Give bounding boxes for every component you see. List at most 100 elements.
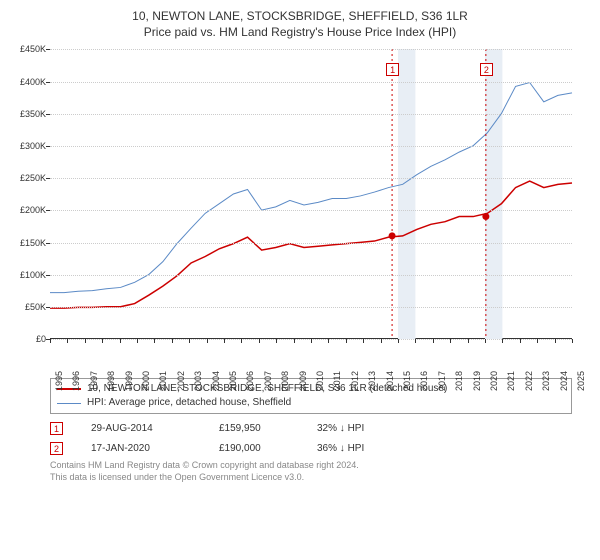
xtick <box>415 339 416 343</box>
x-axis-label: 1998 <box>106 371 110 391</box>
gridline-h <box>50 114 572 115</box>
ytick <box>46 49 50 50</box>
xtick <box>172 339 173 343</box>
xtick <box>241 339 242 343</box>
x-axis-label: 2012 <box>350 371 354 391</box>
legend-swatch <box>57 403 81 404</box>
gridline-h <box>50 307 572 308</box>
title-line-1: 10, NEWTON LANE, STOCKSBRIDGE, SHEFFIELD… <box>12 8 588 24</box>
xtick <box>502 339 503 343</box>
y-axis-label: £200K <box>12 205 46 215</box>
ytick <box>46 275 50 276</box>
root: 10, NEWTON LANE, STOCKSBRIDGE, SHEFFIELD… <box>0 0 600 560</box>
y-axis-label: £350K <box>12 109 46 119</box>
xtick <box>294 339 295 343</box>
event-date: 29-AUG-2014 <box>91 423 191 434</box>
xtick <box>137 339 138 343</box>
x-axis-label: 2010 <box>315 371 319 391</box>
footer-line-1: Contains HM Land Registry data © Crown c… <box>50 460 588 472</box>
legend-label: HPI: Average price, detached house, Shef… <box>87 396 291 410</box>
ytick <box>46 114 50 115</box>
y-axis-label: £250K <box>12 173 46 183</box>
x-axis-label: 2006 <box>245 371 249 391</box>
xtick <box>207 339 208 343</box>
ytick <box>46 82 50 83</box>
xtick <box>259 339 260 343</box>
ytick <box>46 243 50 244</box>
xtick <box>85 339 86 343</box>
gridline-h <box>50 210 572 211</box>
xtick <box>67 339 68 343</box>
gridline-h <box>50 49 572 50</box>
x-axis-label: 2003 <box>193 371 197 391</box>
y-axis-label: £400K <box>12 77 46 87</box>
y-axis-label: £0 <box>12 334 46 344</box>
xtick <box>346 339 347 343</box>
x-axis-label: 1999 <box>124 371 128 391</box>
xtick <box>450 339 451 343</box>
xtick <box>363 339 364 343</box>
gridline-h <box>50 146 572 147</box>
footer: Contains HM Land Registry data © Crown c… <box>50 460 588 483</box>
x-axis-label: 1995 <box>54 371 58 391</box>
ytick <box>46 210 50 211</box>
x-axis-label: 1997 <box>89 371 93 391</box>
plot <box>50 49 572 339</box>
xtick <box>154 339 155 343</box>
x-axis-label: 2009 <box>298 371 302 391</box>
xtick <box>381 339 382 343</box>
event-number: 2 <box>50 442 63 455</box>
x-axis-label: 2000 <box>141 371 145 391</box>
data-point-marker <box>389 233 396 240</box>
ytick <box>46 178 50 179</box>
x-axis-label: 2015 <box>402 371 406 391</box>
x-axis-label: 2024 <box>559 371 563 391</box>
ytick <box>46 307 50 308</box>
plot-svg <box>50 49 572 339</box>
x-axis-label: 2018 <box>454 371 458 391</box>
x-axis-label: 2019 <box>472 371 476 391</box>
events-table: 129-AUG-2014£159,95032% ↓ HPI217-JAN-202… <box>50 420 572 456</box>
x-axis-label: 2013 <box>367 371 371 391</box>
x-axis-label: 2016 <box>419 371 423 391</box>
event-delta: 32% ↓ HPI <box>317 423 407 434</box>
x-axis-label: 2005 <box>228 371 232 391</box>
event-price: £190,000 <box>219 443 289 454</box>
shade-band <box>485 49 502 339</box>
xtick <box>328 339 329 343</box>
y-axis-label: £50K <box>12 302 46 312</box>
y-axis-label: £150K <box>12 238 46 248</box>
xtick <box>520 339 521 343</box>
event-marker-box: 1 <box>386 63 399 76</box>
x-axis-label: 2001 <box>158 371 162 391</box>
x-axis-label: 1996 <box>71 371 75 391</box>
xtick <box>50 339 51 343</box>
ytick <box>46 146 50 147</box>
y-axis-label: £100K <box>12 270 46 280</box>
x-axis-label: 2008 <box>280 371 284 391</box>
event-date: 17-JAN-2020 <box>91 443 191 454</box>
event-marker-box: 2 <box>480 63 493 76</box>
x-axis-label: 2004 <box>211 371 215 391</box>
xtick <box>537 339 538 343</box>
chart-title: 10, NEWTON LANE, STOCKSBRIDGE, SHEFFIELD… <box>12 8 588 40</box>
xtick <box>555 339 556 343</box>
x-axis-label: 2002 <box>176 371 180 391</box>
xtick <box>102 339 103 343</box>
event-row: 217-JAN-2020£190,00036% ↓ HPI <box>50 440 572 456</box>
gridline-h <box>50 82 572 83</box>
xtick <box>572 339 573 343</box>
x-axis-label: 2022 <box>524 371 528 391</box>
y-axis-label: £450K <box>12 44 46 54</box>
footer-line-2: This data is licensed under the Open Gov… <box>50 472 588 484</box>
xtick <box>433 339 434 343</box>
x-axis-label: 2007 <box>263 371 267 391</box>
x-axis-label: 2025 <box>576 371 580 391</box>
x-axis-label: 2021 <box>506 371 510 391</box>
gridline-h <box>50 243 572 244</box>
gridline-h <box>50 275 572 276</box>
xtick <box>276 339 277 343</box>
x-axis-label: 2011 <box>332 371 336 390</box>
x-axis-label: 2017 <box>437 371 441 391</box>
xtick <box>311 339 312 343</box>
